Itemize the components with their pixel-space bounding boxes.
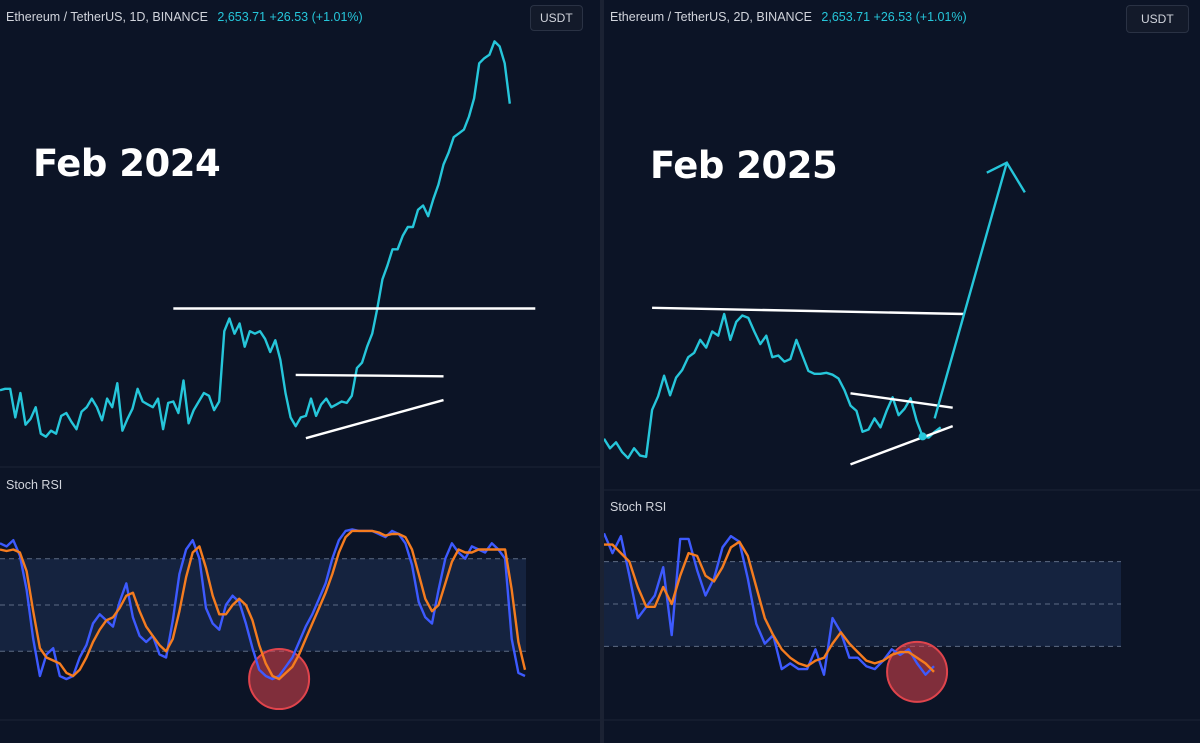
stoch-d-line xyxy=(604,540,935,673)
projection-arrow-shaft xyxy=(933,162,1008,419)
stoch-k-line xyxy=(604,532,935,676)
right-annotation-label: Feb 2025 xyxy=(650,144,838,187)
stoch-k-line xyxy=(0,528,526,681)
right-chart-panel[interactable]: Ethereum / TetherUS, 2D, BINANCE 2,653.7… xyxy=(604,0,1200,743)
panel-divider[interactable] xyxy=(600,0,604,743)
right-currency-button[interactable]: USDT xyxy=(1126,5,1189,33)
stoch-d-line xyxy=(0,529,527,681)
trendline-lower-support xyxy=(305,398,444,440)
left-currency-button[interactable]: USDT xyxy=(530,5,583,31)
left-indicator-label: Stoch RSI xyxy=(6,478,63,492)
price-series-line xyxy=(0,40,511,438)
trendline-lower-wedge xyxy=(850,425,954,466)
right-chart-canvas[interactable] xyxy=(604,0,1200,743)
projection-arrow-head xyxy=(986,161,1026,193)
trendline-upper-channel xyxy=(295,373,444,378)
left-chart-canvas[interactable] xyxy=(0,0,600,743)
left-chart-header: Ethereum / TetherUS, 1D, BINANCE 2,653.7… xyxy=(6,10,363,24)
right-chart-header: Ethereum / TetherUS, 2D, BINANCE 2,653.7… xyxy=(610,10,967,24)
highlight-circle xyxy=(886,640,949,703)
left-chart-panel[interactable]: Ethereum / TetherUS, 1D, BINANCE 2,653.7… xyxy=(0,0,600,743)
left-annotation-label: Feb 2024 xyxy=(33,142,221,185)
price-series-line xyxy=(604,312,942,460)
left-symbol-label: Ethereum / TetherUS, 1D, BINANCE xyxy=(6,10,208,24)
right-indicator-label: Stoch RSI xyxy=(610,500,667,514)
last-price-dot xyxy=(918,432,927,441)
trendline-resistance xyxy=(652,306,965,316)
left-price-label: 2,653.71 +26.53 (+1.01%) xyxy=(217,10,363,24)
right-price-label: 2,653.71 +26.53 (+1.01%) xyxy=(821,10,967,24)
right-symbol-label: Ethereum / TetherUS, 2D, BINANCE xyxy=(610,10,812,24)
trendline-upper-wedge xyxy=(850,392,953,409)
stoch-band xyxy=(604,561,1121,647)
